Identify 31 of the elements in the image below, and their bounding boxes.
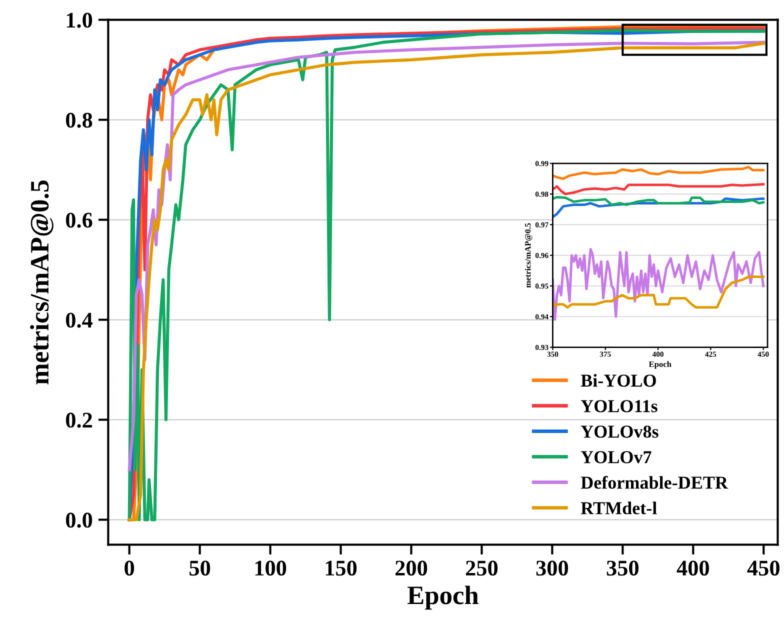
- x-tick-label: 50: [190, 560, 210, 576]
- y-tick-label: 0.8: [66, 112, 92, 128]
- y-axis-title: metrics/mAP@0.5: [524, 223, 532, 288]
- line-series: [552, 183, 765, 196]
- legend-label: YOLO11s: [580, 400, 658, 412]
- legend-label: RTMdet-l: [580, 502, 657, 514]
- x-axis-title: Epoch: [648, 361, 672, 369]
- x-tick-label: 0: [124, 560, 134, 576]
- x-tick-label: 250: [466, 560, 498, 576]
- x-tick-label: 100: [255, 560, 286, 576]
- x-tick-label: 200: [396, 560, 428, 576]
- x-tick-label: 350: [606, 560, 638, 576]
- y-tick-label: 0.4: [66, 312, 92, 328]
- x-tick-label: 150: [326, 560, 357, 576]
- y-axis-title: metrics/mAP@0.5: [30, 180, 54, 384]
- line-series: [552, 166, 765, 180]
- legend-label: Deformable-DETR: [580, 476, 728, 489]
- legend-label: YOLOv8s: [580, 426, 658, 438]
- y-tick-label: 0.0: [66, 512, 92, 528]
- line-series: [552, 276, 765, 309]
- y-tick-label: 0.2: [66, 412, 92, 428]
- x-axis-title: Epoch: [407, 586, 478, 610]
- line-series: [552, 248, 765, 321]
- x-tick-label: 450: [747, 560, 780, 576]
- x-tick-label: 300: [536, 560, 568, 576]
- legend-label: YOLOv7: [580, 451, 652, 464]
- line-series: [552, 196, 765, 206]
- x-tick-label: 400: [676, 560, 709, 576]
- y-tick-label: 0.6: [66, 212, 92, 228]
- y-tick-label: 1.0: [66, 12, 92, 28]
- legend-label: Bi-YOLO: [580, 374, 656, 387]
